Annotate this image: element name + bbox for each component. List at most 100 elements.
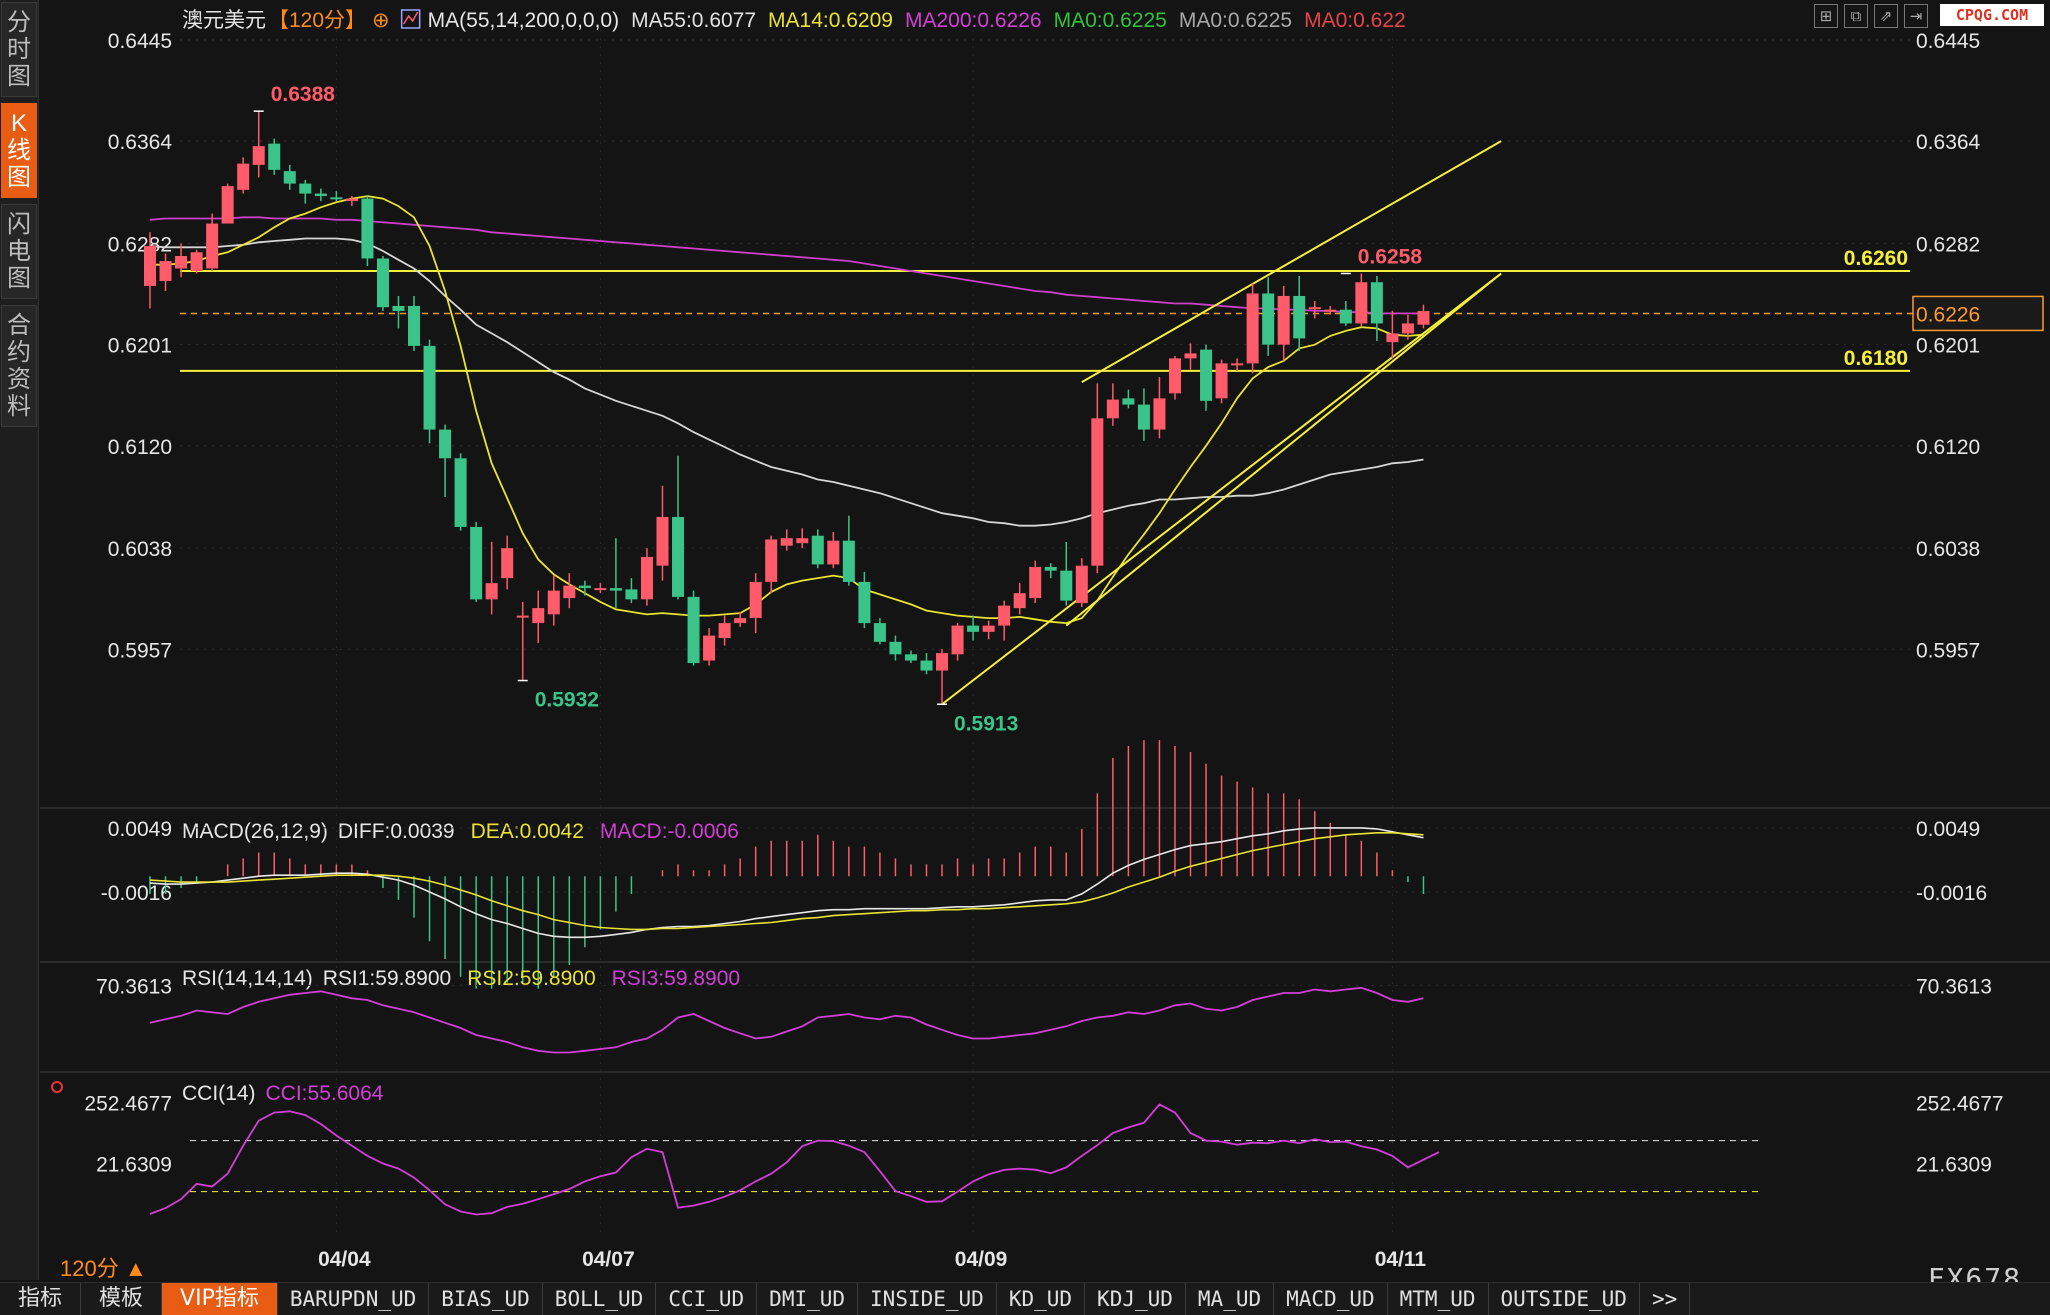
- candle-body: [796, 538, 809, 544]
- sidebar-item-0[interactable]: 分时图: [1, 2, 37, 97]
- indicator-tab-7[interactable]: DMI_UD: [757, 1283, 859, 1315]
- candle-body: [1013, 593, 1026, 609]
- sidebar-item-3[interactable]: 合约资料: [1, 305, 37, 427]
- candle-body: [1106, 399, 1119, 419]
- indicator-tab-3[interactable]: BARUPDN_UD: [278, 1283, 430, 1315]
- candle-body: [1246, 293, 1259, 364]
- indicator-tab-8[interactable]: INSIDE_UD: [858, 1283, 997, 1315]
- ma-value-1: MA14:0.6209: [768, 9, 893, 32]
- indicator-tab-15[interactable]: >>: [1640, 1283, 1691, 1315]
- date-tick: 04/11: [1375, 1248, 1427, 1271]
- candle-body: [780, 538, 793, 546]
- sidebar-item-2[interactable]: 闪电图: [1, 204, 37, 299]
- cci-tick-left: 252.4677: [84, 1092, 172, 1115]
- ma-value-2: MA200:0.6226: [905, 9, 1042, 32]
- indicator-tab-9[interactable]: KD_UD: [997, 1283, 1086, 1315]
- price-tick-right: 0.6201: [1916, 335, 1980, 358]
- indicator-tab-bar: 指标 模板 VIP指标 BARUPDN_UD BIAS_UD BOLL_UD CCI_UD D…: [0, 1282, 2050, 1315]
- candle-body: [1417, 310, 1430, 325]
- candle-body: [206, 223, 219, 269]
- price-tick-right: 0.6364: [1916, 131, 1981, 154]
- candle-body: [982, 625, 995, 632]
- rsi-tick-right: 70.3613: [1916, 975, 1992, 998]
- macd-dea-line: [149, 831, 1424, 931]
- macd-tick-right: 0.0049: [1916, 818, 1980, 841]
- indicator-tab-0[interactable]: 指标: [0, 1283, 82, 1315]
- rsi3-label: RSI3:59.8900: [612, 967, 740, 990]
- indicator-tab-4[interactable]: BIAS_UD: [429, 1283, 543, 1315]
- price-tick-right: 0.6445: [1916, 30, 1980, 53]
- window-icon[interactable]: ⧉: [1844, 4, 1868, 28]
- candle-body: [1355, 282, 1368, 324]
- candle-body: [439, 429, 452, 459]
- price-tick-right: 0.6120: [1916, 436, 1980, 459]
- candle-body: [1153, 398, 1166, 430]
- candle-body: [1370, 282, 1383, 324]
- candle-body: [811, 535, 824, 565]
- candle-body: [640, 556, 653, 600]
- candle-body: [904, 654, 917, 661]
- indicator-tab-1[interactable]: 模板: [81, 1283, 163, 1315]
- candle-body: [314, 193, 327, 197]
- candle-body: [330, 197, 343, 200]
- indicator-tab-2[interactable]: VIP指标: [162, 1283, 278, 1315]
- candle-body: [283, 171, 296, 184]
- ma14-line: [150, 195, 1424, 625]
- candle-body: [376, 258, 389, 308]
- cci-tick-right: 252.4677: [1916, 1092, 2004, 1115]
- indicator-tab-12[interactable]: MACD_UD: [1274, 1283, 1388, 1315]
- indicator-tab-5[interactable]: BOLL_UD: [543, 1283, 657, 1315]
- extreme-label: 0.5932: [535, 689, 599, 712]
- macd-diff-line: [149, 827, 1424, 939]
- cci-tick-right: 21.6309: [1916, 1154, 1992, 1177]
- candle-body: [159, 261, 172, 281]
- candle-body: [1122, 398, 1135, 405]
- ma55-line: [149, 237, 1424, 527]
- current-price-box: [1912, 295, 2044, 332]
- candle-body: [749, 581, 762, 619]
- candle-body: [408, 305, 421, 346]
- candle-body: [470, 526, 483, 600]
- indicator-tab-11[interactable]: MA_UD: [1186, 1283, 1275, 1315]
- ma-settings-icon-glyph: [403, 11, 419, 25]
- period-selector[interactable]: 120分 ▲: [60, 1256, 147, 1281]
- candle-body: [454, 458, 467, 527]
- corner-toolbar: ⊞ ⧉ ⇗ ⇥: [1814, 4, 1928, 28]
- trendline: [1081, 140, 1502, 383]
- indicator-tab-10[interactable]: KDJ_UD: [1085, 1283, 1186, 1315]
- macd-title: MACD(26,12,9): [182, 820, 328, 843]
- price-tick-left: 0.6364: [108, 131, 173, 154]
- candle-body: [1324, 309, 1337, 312]
- indicator-tab-6[interactable]: CCI_UD: [656, 1283, 758, 1315]
- macd-tick-left: 0.0049: [108, 818, 172, 841]
- price-tick-left: 0.5957: [108, 639, 172, 662]
- candle-body: [144, 246, 156, 286]
- candle-body: [594, 588, 607, 591]
- indicator-tab-13[interactable]: MTM_UD: [1388, 1283, 1489, 1315]
- candle-body: [532, 608, 545, 624]
- candle-body: [547, 590, 560, 615]
- ma-title: MA(55,14,200,0,0,0): [428, 9, 619, 32]
- candle-body: [1215, 363, 1228, 399]
- level-label: 0.6260: [1844, 247, 1908, 270]
- extreme-label: 0.6258: [1358, 245, 1423, 268]
- candle-body: [687, 596, 700, 664]
- candle-body: [920, 660, 933, 671]
- candle-body: [485, 583, 498, 600]
- chart-icon[interactable]: ⇗: [1874, 4, 1898, 28]
- candle-body: [345, 198, 358, 202]
- ma-value-5: MA0:0.622: [1304, 9, 1406, 32]
- price-tick-right: 0.5957: [1916, 639, 1980, 662]
- rsi1-label: RSI1:59.8900: [323, 967, 451, 990]
- trendline: [941, 272, 1502, 706]
- grid-icon[interactable]: ⊞: [1814, 4, 1838, 28]
- price-tick-left: 0.6445: [108, 30, 172, 53]
- candle-body: [1277, 295, 1290, 345]
- candle-body: [361, 198, 374, 259]
- export-icon[interactable]: ⇥: [1904, 4, 1928, 28]
- macd-tick-right: -0.0016: [1916, 882, 1987, 905]
- date-tick: 04/07: [582, 1248, 635, 1271]
- indicator-tab-14[interactable]: OUTSIDE_UD: [1489, 1283, 1640, 1315]
